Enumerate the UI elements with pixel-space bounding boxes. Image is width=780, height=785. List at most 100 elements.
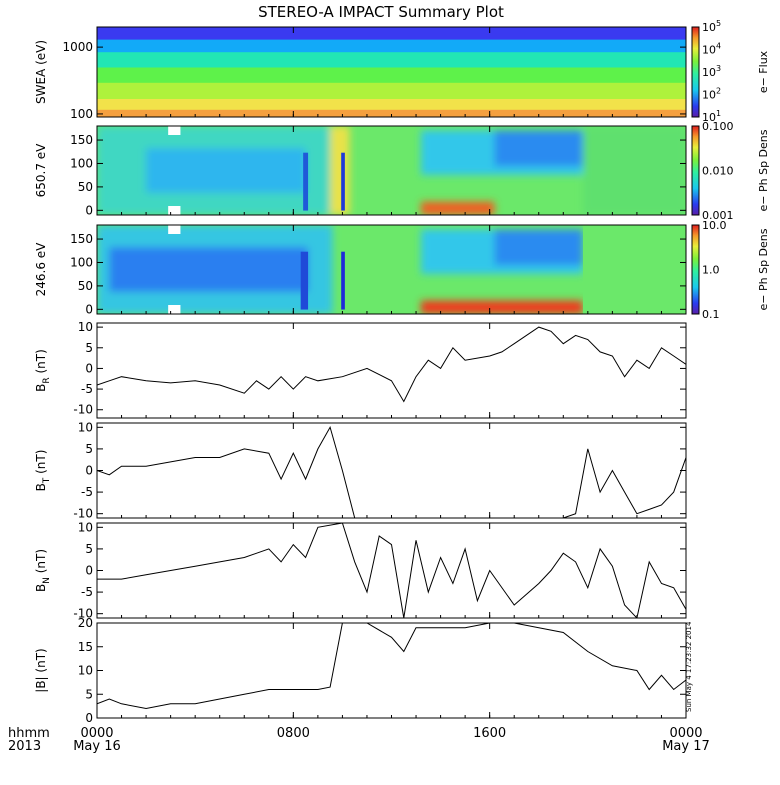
y-tick-label: 50 [78,180,93,194]
x-axis-row1-label: hhmm [8,726,50,741]
panel-6: -10 -5 0 5 10 BN (nT) [34,520,687,621]
y-tick-label: 5 [85,341,93,355]
dropout-stripe-1 [341,251,345,310]
y-tick-label: 150 [70,232,93,246]
colorbar-label: e− Flux [757,50,770,93]
panel-3: 0.1 1.0 10.0 e− Ph Sp Dens 0 50 100 150 246.6 eV [34,219,770,321]
energy-band-2 [97,39,686,54]
y-tick-label: 1000 [62,40,93,54]
y-tick-label: 0 [85,711,93,725]
pitch-angle-regions [97,225,583,314]
y-axis-label: SWEA (eV) [34,40,48,104]
colorbar-tick-label: 0.010 [702,165,734,178]
y-tick-label: 15 [78,640,93,654]
field-trace [97,326,686,403]
y-tick-label: 100 [70,107,93,121]
y-tick-label: 5 [85,687,93,701]
y-axis-label: BR (nT) [34,349,52,392]
panel-7: 0 5 10 15 20 |B| (nT) [34,616,687,725]
panel-frame [96,422,687,519]
colorbar-tick-label: 0.1 [702,308,720,321]
y-tick-label: -10 [73,607,93,621]
panel-7-plot-area [97,623,686,710]
colorbar-scale [691,26,700,118]
y-axis-label: 246.6 eV [34,242,48,297]
colorbar-tick-label: 102 [702,87,721,102]
colorbar-tick-label: 1.0 [702,264,720,277]
missing-data-bottom-1 [168,305,181,314]
pitch-angle-region-6 [420,201,495,215]
energy-band-7 [97,109,686,117]
colorbar-scale [691,125,700,216]
panel-1-plot-area [97,27,686,117]
dropout-stripe-2 [300,251,309,310]
dropout-stripe-2 [303,152,309,211]
panel-5-plot-area [97,426,686,518]
y-tick-label: 150 [70,133,93,147]
y-tick-label: 0 [85,361,93,375]
missing-data-top-1 [168,225,181,234]
y-tick-label: 20 [78,616,93,630]
y-tick-label: -5 [81,485,93,499]
panel-2: 0.001 0.010 0.100 e− Ph Sp Dens 0 50 100 150 650… [34,120,770,222]
energy-band-3 [97,52,686,69]
y-tick-label: 0 [85,464,93,478]
colorbar-label: e− Ph Sp Dens [757,228,770,310]
pitch-angle-region-3 [330,126,350,215]
y-tick-label: -10 [73,507,93,521]
colorbar-scale [691,224,700,315]
x-tick-label: 1600 [473,726,506,741]
field-trace [97,426,686,518]
pitch-angle-regions [97,126,686,215]
colorbar-tick-label: 0.001 [702,209,734,222]
missing-data-bottom-1 [168,206,181,215]
x-date-label: May 16 [73,739,121,754]
colorbar-tick-label: 105 [702,19,721,34]
colorbar-3: 0.1 1.0 10.0 e− Ph Sp Dens [691,219,770,321]
panel-6-plot-area [97,523,686,618]
y-tick-label: 10 [78,420,93,434]
pitch-angle-region-5 [420,300,583,314]
pitch-angle-region-2 [146,148,306,193]
pitch-angle-region-2 [109,247,309,292]
y-axis-label: BN (nT) [34,549,52,592]
panel-4: -10 -5 0 5 10 BR (nT) [34,320,687,419]
y-tick-label: -5 [81,585,93,599]
y-tick-label: -10 [73,403,93,417]
panel-2-plot-area [97,126,686,215]
missing-data-top-1 [168,126,181,135]
field-trace [97,623,686,710]
pitch-angle-region-5 [494,130,583,167]
colorbar-label: e− Ph Sp Dens [757,129,770,211]
panel-5: -10 -5 0 5 10 BT (nT) [34,420,687,521]
dropout-stripe-1 [341,152,345,211]
y-tick-label: 50 [78,279,93,293]
energy-band-4 [97,67,686,84]
y-tick-label: 100 [70,255,93,269]
plot-title: STEREO-A IMPACT Summary Plot [258,3,504,21]
colorbar-tick-label: 10.0 [702,219,727,232]
y-tick-label: 5 [85,542,93,556]
y-tick-label: -5 [81,382,93,396]
y-tick-label: 10 [78,664,93,678]
pitch-angle-region-7 [582,126,686,215]
x-axis-row2-label: 2013 [8,739,41,754]
energy-band-5 [97,82,686,100]
field-trace [97,523,686,618]
panel-frame [96,522,687,619]
x-date-label: May 17 [662,739,710,754]
pitch-angle-region-4 [494,229,583,266]
y-tick-label: 10 [78,320,93,334]
y-tick-label: 0 [85,564,93,578]
energy-band-6 [97,99,686,111]
colorbar-tick-label: 104 [702,42,721,57]
y-axis-label: BT (nT) [34,450,52,492]
y-tick-label: 0 [85,302,93,316]
x-tick-label: 0000 [80,726,113,741]
y-tick-label: 100 [70,156,93,170]
